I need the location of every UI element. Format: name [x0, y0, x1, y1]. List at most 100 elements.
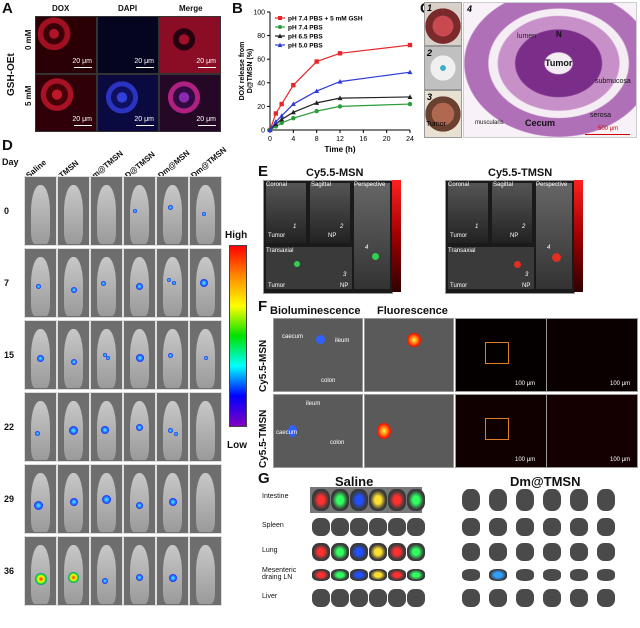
data-point [290, 109, 296, 115]
mouse-body [129, 185, 150, 244]
g-saline-organ-1-5 [407, 518, 425, 536]
bioluminescence-signal [69, 498, 78, 507]
e-left-num-3: 3 [343, 272, 347, 278]
day-label-0: 0 [4, 206, 10, 216]
f-fluo-tmsn [364, 394, 454, 468]
c-num-2: 2 [427, 48, 433, 58]
bioluminescence-signal [132, 209, 137, 213]
bioluminescence-signal [70, 358, 77, 365]
panel-label-e: E [258, 163, 269, 180]
scale-text-a1: 20 μm [72, 58, 92, 65]
g-dm-tmsn-organ-1-1 [489, 518, 507, 536]
data-point [314, 59, 319, 64]
f-fluo-msn-signal [407, 333, 421, 347]
data-point [279, 101, 284, 107]
g-saline-organ-2-3 [369, 543, 387, 561]
f-msn-caecum: caecum [282, 334, 304, 340]
bioluminescence-signal [168, 573, 177, 582]
x-tick-label: 24 [406, 136, 414, 143]
bioluminescence-signal [172, 281, 177, 285]
mouse-body [195, 401, 216, 460]
f-bio-msn-signal [316, 335, 325, 344]
group-header-5: Dm@TMSN [189, 145, 229, 180]
f-row-tmsn: Cy5.5-TMSN [258, 409, 269, 468]
mouse-image-day-1-group-2 [90, 248, 123, 318]
panel-a-col-dapi: DAPI [118, 4, 138, 13]
c-scale-bar [585, 134, 630, 135]
scale-text-a4: 20 μm [72, 116, 92, 123]
panel-a-row-title: GSH-OEt [6, 53, 17, 96]
mouse-image-day-1-group-5 [189, 248, 222, 318]
f-tmsn-colon: colon [330, 440, 345, 446]
mouse-image-day-0-group-0 [24, 176, 57, 246]
data-point [290, 101, 296, 107]
bioluminescence-signal [69, 425, 78, 435]
g-dm-tmsn-organ-3-4 [570, 569, 588, 581]
bioluminescence-signal [203, 356, 208, 361]
panel-label-a: A [2, 0, 13, 17]
mouse-image-day-3-group-0 [24, 392, 57, 462]
bioluminescence-signal [168, 205, 174, 211]
g-dm-tmsn-organ-2-3 [543, 543, 561, 561]
micrograph-merge-5mm [159, 74, 221, 132]
photo-c3 [424, 90, 462, 138]
mouse-image-day-3-group-4 [156, 392, 189, 462]
g-saline-organ-2-0 [312, 543, 330, 561]
e-right-num-1: 1 [475, 224, 479, 230]
e-left-sagittal-label: Sagittal [311, 182, 332, 188]
f-bio-tmsn-signal [288, 425, 297, 437]
g-saline-organ-0-3 [369, 489, 387, 511]
mouse-image-day-2-group-3 [123, 320, 156, 390]
e-left-num-1: 1 [293, 224, 297, 230]
mouse-body [195, 545, 216, 604]
bioluminescence-signal [100, 280, 106, 286]
mouse-body [63, 185, 84, 244]
g-dm-tmsn-organ-0-1 [489, 489, 507, 511]
e-left-tumor-label-2: Tumor [268, 283, 286, 289]
mouse-image-day-1-group-3 [123, 248, 156, 318]
c-label-submucosa: submucosa [595, 78, 631, 85]
mouse-image-day-2-group-0 [24, 320, 57, 390]
data-point [291, 82, 296, 88]
mouse-image-day-1-group-4 [156, 248, 189, 318]
mouse-image-day-2-group-2 [90, 320, 123, 390]
data-point [273, 119, 279, 124]
scale-text-a3: 20 μm [196, 58, 216, 65]
mouse-image-day-2-group-4 [156, 320, 189, 390]
g-dm-tmsn-organ-3-2 [516, 569, 534, 581]
g-title-dm-tmsn: Dm@TMSN [510, 474, 581, 489]
g-saline-organ-2-2 [350, 543, 368, 561]
e-right-transaxial [448, 247, 534, 289]
micrograph-dapi-5mm [97, 74, 159, 132]
g-dm-tmsn-organ-2-0 [462, 543, 480, 561]
mouse-image-day-4-group-0 [24, 464, 57, 534]
scale-text-a2: 20 μm [134, 58, 154, 65]
f-msn-ileum: ileum [335, 338, 350, 344]
mouse-image-day-2-group-1 [57, 320, 90, 390]
f-scale-3: 100 μm [515, 457, 536, 463]
bioluminescence-signal [136, 423, 143, 431]
scale-text-a5: 20 μm [134, 116, 154, 123]
c-label-cecum: Cecum [525, 118, 556, 128]
c-tumor-photo-label: Tumor [426, 121, 446, 128]
data-point [337, 95, 343, 101]
data-point [407, 42, 413, 48]
panel-a-col-merge: Merge [179, 4, 203, 13]
g-dm-tmsn-organ-1-2 [516, 518, 534, 536]
bioluminescence-signal [168, 427, 174, 433]
e-right-signal [552, 253, 561, 262]
g-dm-tmsn-organ-3-0 [462, 569, 480, 581]
g-saline-organ-0-4 [388, 489, 406, 511]
g-saline-organ-4-4 [388, 589, 406, 607]
mouse-image-day-5-group-1 [57, 536, 90, 606]
e-right-coronal [448, 183, 488, 243]
e-left-signal [372, 253, 379, 260]
e-right-colorbar [574, 180, 583, 292]
bioluminescence-signal [167, 277, 172, 282]
scale-bar-a5 [136, 125, 154, 126]
e-right-transaxial-signal [514, 261, 521, 268]
f-row-msn: Cy5.5-MSN [258, 339, 269, 392]
g-dm-tmsn-organ-0-5 [597, 489, 615, 511]
x-tick-label: 20 [383, 136, 391, 143]
g-saline-organ-3-0 [312, 569, 330, 581]
